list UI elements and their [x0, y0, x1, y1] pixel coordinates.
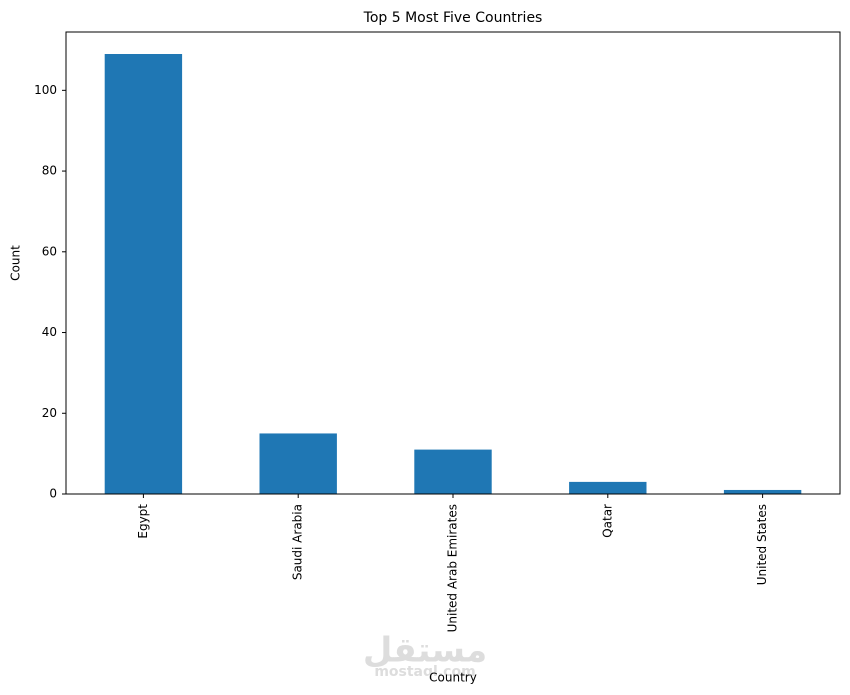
y-tick-label: 40 [42, 325, 57, 339]
x-tick-label: United Arab Emirates [446, 504, 460, 632]
watermark: مستقل [363, 631, 487, 671]
bar [723, 489, 802, 494]
bar [414, 449, 492, 494]
watermark-sub: mostaql.com [374, 664, 475, 680]
x-tick-label: United States [755, 504, 769, 585]
chart-title: Top 5 Most Five Countries [363, 10, 543, 26]
y-tick-label: 100 [34, 83, 57, 97]
x-tick-label: Qatar [600, 504, 614, 538]
bar [259, 433, 337, 494]
y-tick-label: 60 [42, 244, 57, 258]
y-tick-label: 80 [42, 164, 57, 178]
plot-frame [65, 31, 841, 495]
bar [104, 54, 183, 494]
x-tick-label: Egypt [136, 504, 150, 539]
bar [569, 481, 647, 494]
x-axis-label: Country [429, 671, 477, 685]
x-tick-label: Saudi Arabia [291, 504, 305, 580]
y-tick-label: 0 [49, 487, 57, 501]
y-axis-label: Count [9, 245, 23, 281]
y-tick-label: 20 [42, 406, 57, 420]
